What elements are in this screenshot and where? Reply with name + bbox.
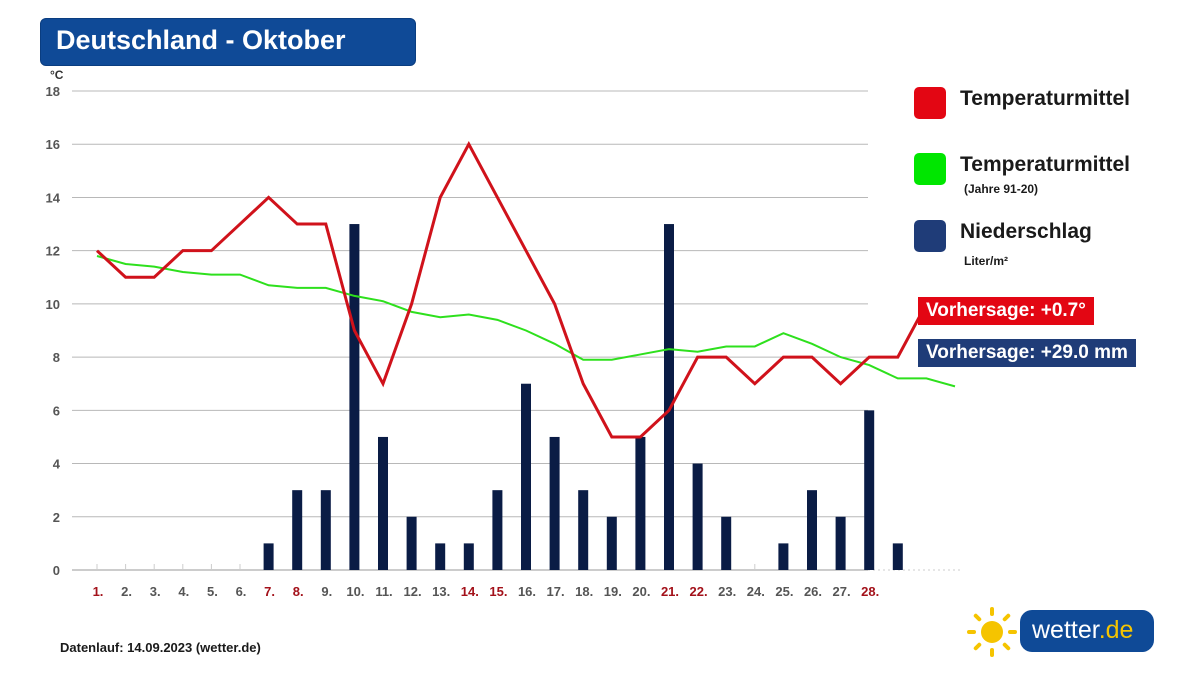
x-tick-label: 17.	[547, 584, 565, 599]
legend-swatch-red	[914, 87, 946, 119]
y-tick-label: 10	[46, 297, 60, 312]
precipitation-bar	[463, 543, 474, 570]
x-tick-label: 21.	[661, 584, 679, 599]
precipitation-forecast-label: Vorhersage: +29.0 mm	[918, 339, 1136, 367]
precipitation-bar	[263, 543, 274, 570]
chart-grid	[72, 90, 962, 571]
y-tick-label: 0	[53, 563, 60, 578]
legend-swatch-green	[914, 153, 946, 185]
x-tick-label: 9.	[321, 584, 332, 599]
logo-text: wetter.de	[1032, 616, 1133, 645]
title-badge: Deutschland - Oktober	[40, 18, 416, 66]
x-tick-label: 8.	[293, 584, 304, 599]
legend-swatch-navy	[914, 220, 946, 252]
x-tick-label: 13.	[432, 584, 450, 599]
logo-pill: wetter.de	[1020, 610, 1154, 652]
y-tick-label: 2	[53, 510, 60, 525]
x-tick-label: 7.	[264, 584, 275, 599]
sun-icon	[967, 607, 1017, 657]
y-axis: 0 2 4 6 8 10 12 14 16 18	[46, 84, 61, 578]
legend-sub-precip-unit: Liter/m²	[964, 254, 1009, 268]
x-tick-label: 15.	[489, 584, 507, 599]
y-tick-label: 6	[53, 403, 60, 418]
x-tick-label: 22.	[690, 584, 708, 599]
y-tick-label: 14	[46, 190, 61, 205]
climate-mean-line	[96, 255, 956, 388]
temperature-line	[95, 141, 928, 439]
x-axis: 1. 2. 3. 4. 5. 6. 7. 8. 9. 10. 11. 12. 13. 14. 15. 16. 1…	[93, 564, 879, 599]
precipitation-bar	[578, 490, 589, 570]
precipitation-bar	[549, 436, 560, 570]
x-tick-label: 28.	[861, 584, 879, 599]
precipitation-bar	[807, 490, 817, 570]
y-tick-label: 8	[53, 350, 60, 365]
x-tick-label: 3.	[150, 584, 161, 599]
x-tick-label: 18.	[575, 584, 593, 599]
y-tick-label: 4	[53, 457, 61, 472]
precipitation-bar	[349, 224, 360, 571]
x-tick-label: 20.	[632, 584, 650, 599]
x-tick-label: 19.	[604, 584, 622, 599]
y-tick-label: 18	[46, 84, 60, 99]
x-tick-label: 27.	[833, 584, 851, 599]
chart-title: Deutschland - Oktober	[56, 25, 346, 55]
x-tick-label: 25.	[775, 584, 793, 599]
x-tick-label: 6.	[236, 584, 247, 599]
precipitation-bar	[292, 490, 303, 570]
precipitation-bar	[692, 463, 703, 570]
data-run-note: Datenlauf: 14.09.2023 (wetter.de)	[60, 640, 261, 655]
legend-label-precipitation: Niederschlag	[960, 220, 1092, 243]
precipitation-bar	[864, 410, 875, 570]
y-tick-label: 16	[46, 137, 60, 152]
logo-name: wetter	[1032, 616, 1099, 644]
temperature-forecast-label: Vorhersage: +0.7°	[918, 297, 1094, 325]
precipitation-bar	[320, 490, 331, 570]
x-tick-label: 1.	[93, 584, 104, 599]
precipitation-bar	[521, 383, 531, 570]
legend-label-climate-mean: Temperaturmittel	[960, 153, 1130, 176]
legend-sub-climate-period: (Jahre 91-20)	[964, 182, 1039, 196]
legend-label-temperature: Temperaturmittel	[960, 87, 1130, 110]
precipitation-bar	[721, 516, 732, 570]
x-tick-label: 10.	[346, 584, 364, 599]
logo-domain: .de	[1098, 616, 1134, 644]
precipitation-bar	[606, 516, 617, 570]
y-axis-unit: °C	[50, 68, 64, 82]
x-tick-label: 23.	[718, 584, 736, 599]
precipitation-bar	[664, 224, 674, 571]
x-tick-label: 12.	[404, 584, 422, 599]
x-tick-label: 16.	[518, 584, 536, 599]
x-tick-label: 4.	[178, 584, 189, 599]
temperature-lines	[95, 141, 956, 439]
y-tick-label: 12	[46, 244, 60, 259]
precipitation-bar	[406, 516, 417, 570]
x-tick-label: 2.	[121, 584, 132, 599]
x-tick-label: 24.	[747, 584, 765, 599]
x-tick-label: 11.	[375, 584, 392, 599]
x-tick-label: 14.	[461, 584, 479, 599]
precipitation-bars	[263, 224, 903, 571]
precipitation-bar	[435, 543, 446, 570]
precipitation-bar	[778, 543, 789, 570]
x-tick-label: 26.	[804, 584, 822, 599]
precipitation-bar	[635, 436, 646, 570]
wetter-de-logo: wetter.de	[966, 606, 1156, 658]
precipitation-bar	[892, 543, 903, 570]
precipitation-bar	[378, 436, 388, 570]
precipitation-bar	[492, 490, 503, 570]
x-tick-label: 5.	[207, 584, 218, 599]
precipitation-bar	[835, 516, 846, 570]
